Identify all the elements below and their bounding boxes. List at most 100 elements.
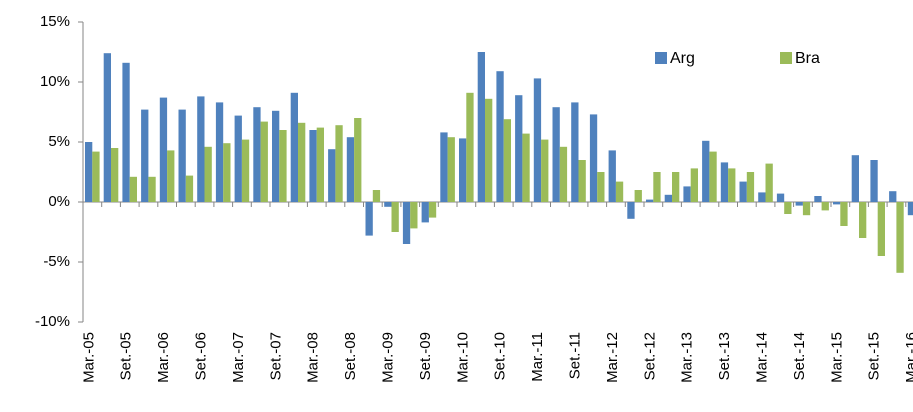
bar <box>821 202 829 211</box>
bar <box>204 146 212 202</box>
legend-label: Bra <box>795 50 820 67</box>
bar <box>279 130 287 202</box>
bar <box>178 109 186 202</box>
bar <box>571 102 579 202</box>
bar <box>597 172 605 202</box>
bar <box>709 151 717 202</box>
bar <box>814 196 822 202</box>
bar <box>758 192 766 202</box>
bar <box>589 114 598 202</box>
x-tick-label: Mar.-07 <box>230 332 247 383</box>
bar <box>148 176 156 202</box>
bar <box>477 52 485 202</box>
bar <box>272 110 280 202</box>
bar <box>447 137 455 202</box>
bar <box>197 96 205 202</box>
bar <box>85 142 93 202</box>
x-tick-label: Set.-13 <box>716 332 733 380</box>
x-tick-label: Mar.-09 <box>380 332 397 383</box>
bar <box>290 92 298 202</box>
bar <box>728 168 736 202</box>
x-tick-label: Mar.-13 <box>679 332 696 383</box>
bar <box>485 98 493 202</box>
bar <box>421 202 429 223</box>
bar <box>739 181 747 202</box>
bar <box>346 137 355 202</box>
bar <box>690 168 698 202</box>
bar <box>552 107 560 202</box>
y-tick-label: -10% <box>35 313 70 330</box>
bar <box>896 202 904 273</box>
bar <box>559 146 568 202</box>
bar <box>851 155 859 202</box>
x-tick-label: Mar.-12 <box>604 332 621 383</box>
bar <box>241 139 250 202</box>
bar <box>316 127 324 202</box>
bar <box>608 150 616 202</box>
bar <box>653 172 661 202</box>
bar <box>870 160 878 202</box>
bar <box>840 202 848 226</box>
x-tick-label: Mar.-11 <box>529 332 546 382</box>
bar <box>391 202 399 232</box>
bar <box>111 148 119 202</box>
bar <box>354 118 362 202</box>
x-tick-label: Set.-05 <box>118 332 135 380</box>
bar <box>384 202 392 207</box>
y-tick-label: -5% <box>43 253 70 270</box>
bar <box>720 162 729 202</box>
x-tick-label: Set.-12 <box>641 332 658 380</box>
x-tick-label: Mar.-15 <box>828 332 845 383</box>
bar <box>578 160 586 202</box>
y-tick-label: 10% <box>40 73 70 90</box>
bar <box>776 193 785 202</box>
bar <box>185 175 194 202</box>
bar <box>466 92 474 202</box>
bar <box>440 132 448 202</box>
legend-swatch <box>780 52 792 64</box>
bar <box>260 121 268 202</box>
bar <box>215 102 224 202</box>
x-tick-label: Set.-06 <box>193 332 210 380</box>
bar <box>627 202 635 219</box>
bar <box>167 150 175 202</box>
bar <box>159 97 168 202</box>
bar <box>372 190 381 202</box>
bar <box>253 107 261 202</box>
legend-label: Arg <box>670 50 695 67</box>
bar <box>889 191 897 202</box>
bar <box>746 172 755 202</box>
bar <box>141 109 149 202</box>
bar <box>672 172 680 202</box>
bar <box>907 202 913 216</box>
bar <box>522 133 530 202</box>
x-tick-label: Mar.-14 <box>754 332 771 383</box>
x-tick-label: Mar.-05 <box>80 332 97 383</box>
bar <box>615 181 624 202</box>
bar <box>103 53 111 203</box>
bar <box>223 143 231 202</box>
bar <box>802 202 811 216</box>
bar <box>298 122 306 202</box>
x-tick-label: Set.-08 <box>342 332 359 380</box>
legend-swatch <box>655 52 667 64</box>
bar <box>784 202 792 214</box>
x-tick-label: Mar.-06 <box>155 332 172 383</box>
bar <box>541 139 549 202</box>
bar <box>335 125 343 202</box>
bar <box>683 186 691 202</box>
bar <box>702 140 710 202</box>
x-tick-label: Set.-11 <box>567 332 584 379</box>
y-tick-label: 0% <box>48 193 70 210</box>
bar <box>503 119 511 202</box>
bar <box>459 138 467 202</box>
bar <box>309 130 317 202</box>
bar <box>122 62 130 202</box>
bar <box>859 202 867 238</box>
x-tick-label: Set.-07 <box>267 332 284 380</box>
bar <box>496 71 504 202</box>
bar <box>365 202 373 236</box>
x-tick-label: Set.-14 <box>791 332 808 380</box>
bar <box>234 115 242 202</box>
